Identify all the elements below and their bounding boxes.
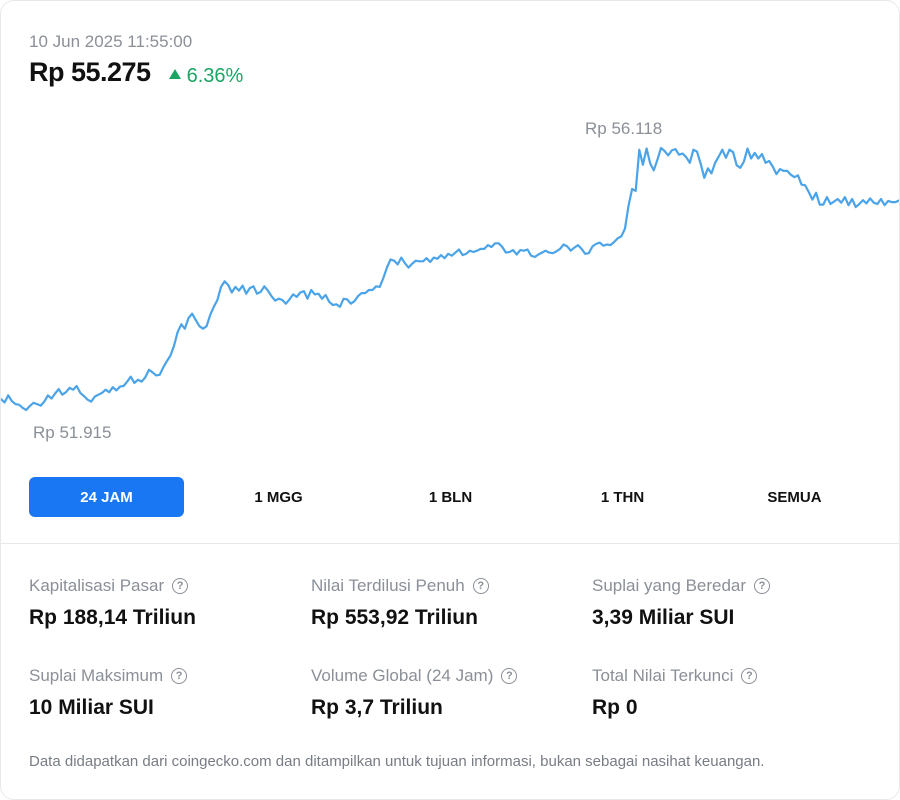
- stat-max-supply: Suplai Maksimum? 10 Miliar SUI: [29, 666, 299, 720]
- stat-label: Kapitalisasi Pasar: [29, 576, 165, 595]
- stat-label: Volume Global (24 Jam): [311, 666, 494, 685]
- min-price-label: Rp 51.915: [33, 423, 111, 442]
- stat-value: 10 Miliar SUI: [29, 696, 154, 719]
- tab-24-jam[interactable]: 24 JAM: [29, 477, 184, 517]
- tab-label: 1 MGG: [254, 488, 303, 506]
- price-timestamp: 10 Jun 2025 11:55:00: [29, 32, 193, 51]
- tab-1-mgg[interactable]: 1 MGG: [201, 477, 356, 517]
- tab-label: 24 JAM: [80, 488, 133, 506]
- tab-1-bln[interactable]: 1 BLN: [373, 477, 528, 517]
- tab-1-thn[interactable]: 1 THN: [545, 477, 700, 517]
- price-change: 6.36%: [168, 64, 244, 88]
- stat-label: Suplai yang Beredar: [592, 576, 747, 595]
- stat-total-value-locked: Total Nilai Terkunci? Rp 0: [592, 666, 862, 720]
- tab-label: 1 THN: [600, 488, 645, 506]
- stat-label: Suplai Maksimum: [29, 666, 164, 685]
- max-price-label: Rp 56.118: [585, 119, 662, 138]
- help-icon[interactable]: ?: [741, 668, 758, 684]
- stat-market-cap: Kapitalisasi Pasar? Rp 188,14 Triliun: [29, 576, 299, 630]
- stat-circulating-supply: Suplai yang Beredar? 3,39 Miliar SUI: [592, 576, 862, 630]
- help-icon[interactable]: ?: [754, 578, 771, 594]
- stat-value: Rp 3,7 Triliun: [311, 696, 443, 719]
- stat-label: Nilai Terdilusi Penuh: [311, 576, 465, 595]
- stat-value: 3,39 Miliar SUI: [592, 606, 735, 629]
- stat-value: Rp 0: [592, 696, 638, 719]
- help-icon[interactable]: ?: [171, 668, 188, 684]
- section-divider: [1, 543, 899, 544]
- price-chart[interactable]: Rp 56.118 Rp 51.915: [1, 101, 900, 461]
- help-icon[interactable]: ?: [472, 578, 489, 594]
- tab-label: SEMUA: [767, 488, 822, 506]
- tab-label: 1 BLN: [428, 488, 473, 506]
- price-change-value: 6.36%: [186, 64, 244, 87]
- stat-value: Rp 553,92 Triliun: [311, 606, 478, 629]
- stat-global-volume: Volume Global (24 Jam)? Rp 3,7 Triliun: [311, 666, 581, 720]
- timeframe-tabs: 24 JAM 1 MGG 1 BLN 1 THN SEMUA: [29, 477, 874, 517]
- current-price: Rp 55.275: [29, 57, 151, 87]
- help-icon[interactable]: ?: [501, 668, 518, 684]
- triangle-up-icon: [168, 69, 181, 79]
- stat-label: Total Nilai Terkunci: [592, 666, 734, 685]
- price-line: [1, 146, 899, 412]
- price-row: Rp 55.275 6.36%: [29, 57, 243, 88]
- data-source-footnote: Data didapatkan dari coingecko.com dan d…: [29, 753, 765, 770]
- tab-semua[interactable]: SEMUA: [717, 477, 872, 517]
- help-icon[interactable]: ?: [172, 578, 189, 594]
- stat-value: Rp 188,14 Triliun: [29, 606, 196, 629]
- stat-fully-diluted-value: Nilai Terdilusi Penuh? Rp 553,92 Triliun: [311, 576, 581, 630]
